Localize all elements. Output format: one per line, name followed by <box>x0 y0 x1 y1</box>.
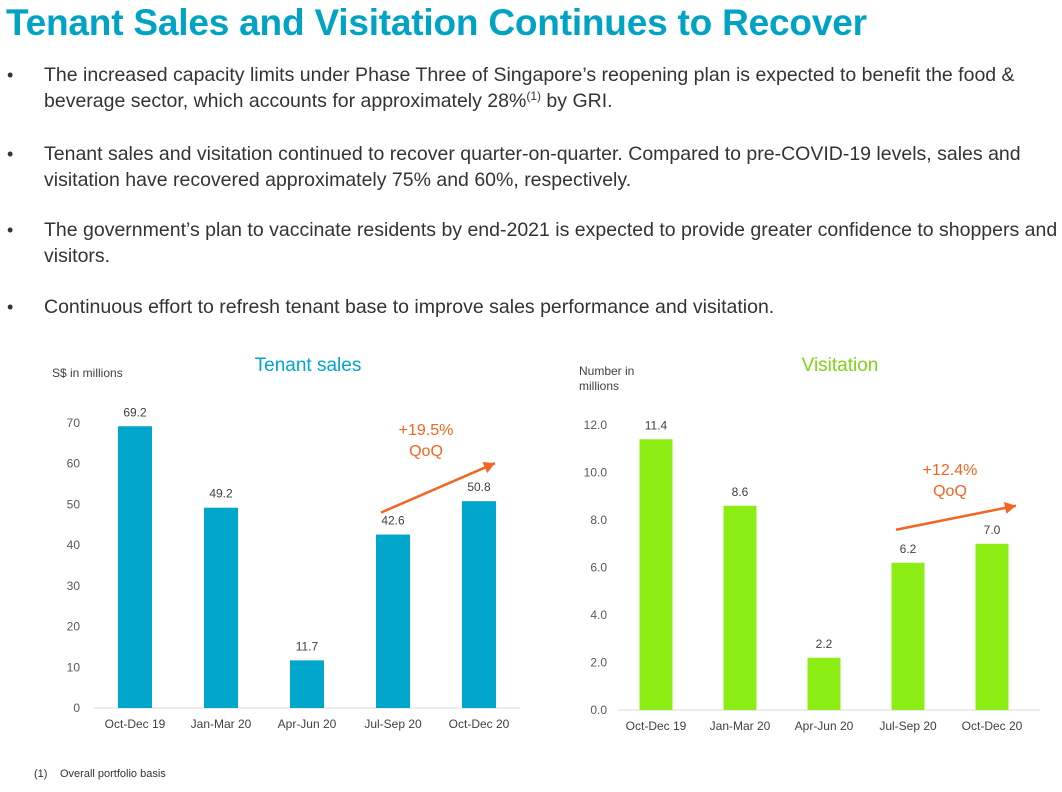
bar <box>376 534 410 708</box>
y-tick-label: 10 <box>67 660 81 674</box>
trend-arrow-line <box>380 462 496 514</box>
x-tick-label: Jan-Mar 20 <box>191 717 252 731</box>
data-label: 2.2 <box>816 637 833 651</box>
trend-arrow-icon <box>482 462 495 474</box>
data-label: 8.6 <box>732 485 749 499</box>
data-label: 50.8 <box>467 480 491 494</box>
bullet-text: Continuous effort to refresh tenant base… <box>44 296 775 318</box>
bar <box>723 505 757 710</box>
x-tick-label: Jan-Mar 20 <box>710 719 771 733</box>
data-label: 11.7 <box>296 639 319 653</box>
data-label: 42.6 <box>381 514 405 528</box>
x-tick-label: Apr-Jun 20 <box>795 719 854 733</box>
footnote-text: Overall portfolio basis <box>60 768 166 780</box>
y-tick-label: 0.0 <box>590 703 607 717</box>
data-label: 69.2 <box>123 405 147 419</box>
chart-title: Tenant sales <box>255 355 362 376</box>
visitation-chart: Visitation Number in millions 0.0 2.0 4.0 6.0 8… <box>579 355 1040 733</box>
bullet-tenant-base: • Continuous effort to refresh tenant ba… <box>7 294 1058 320</box>
x-tick-label: Jul-Sep 20 <box>879 719 937 733</box>
x-tick-label: Jul-Sep 20 <box>364 717 422 731</box>
y-axis-label: S$ in millions <box>52 366 123 380</box>
bullet-text-end: by GRI. <box>541 90 613 112</box>
bar <box>290 660 324 708</box>
trend-arrow-icon <box>1004 502 1016 514</box>
bullet-marker: • <box>7 144 14 164</box>
bullet-text: The government’s plan to vaccinate resid… <box>44 219 1058 267</box>
bullet-text: Tenant sales and visitation continued to… <box>44 143 1021 191</box>
x-tick-label: Oct-Dec 20 <box>449 717 510 731</box>
bullet-text: The increased capacity limits under Phas… <box>44 64 1015 112</box>
data-label: 49.2 <box>209 487 233 501</box>
bar <box>891 562 925 710</box>
bullet-marker: • <box>7 65 14 85</box>
y-tick-label: 40 <box>67 538 81 552</box>
y-tick-label: 70 <box>67 416 81 430</box>
trend-arrow-line <box>895 504 1017 531</box>
x-tick-label: Oct-Dec 20 <box>962 719 1023 733</box>
bar <box>807 657 841 710</box>
bar <box>975 543 1009 710</box>
bullet-recovery: • Tenant sales and visitation continued … <box>7 141 1058 193</box>
y-tick-label: 30 <box>67 579 81 593</box>
data-label: 6.2 <box>900 542 917 556</box>
page-title: Tenant Sales and Visitation Continues to… <box>6 2 867 43</box>
footnote: (1) Overall portfolio basis <box>34 768 166 780</box>
y-tick-label: 10.0 <box>584 466 608 480</box>
y-tick-label: 50 <box>67 497 81 511</box>
footnote-number: (1) <box>34 768 48 780</box>
chart-title: Visitation <box>802 355 879 376</box>
y-tick-label: 4.0 <box>590 608 607 622</box>
bullet-marker: • <box>7 220 14 240</box>
y-tick-label: 20 <box>67 620 81 634</box>
x-tick-label: Oct-Dec 19 <box>105 717 166 731</box>
y-tick-label: 0 <box>73 701 80 715</box>
y-tick-label: 2.0 <box>590 656 607 670</box>
x-tick-label: Oct-Dec 19 <box>626 719 687 733</box>
y-tick-label: 12.0 <box>584 418 608 432</box>
tenant-sales-chart: Tenant sales S$ in millions 0 10 20 30 40 50 60 7… <box>52 355 520 731</box>
bullet-marker: • <box>7 297 14 317</box>
x-tick-label: Apr-Jun 20 <box>278 717 337 731</box>
data-label: 11.4 <box>645 418 668 432</box>
growth-annotation-qoq: QoQ <box>409 443 443 460</box>
growth-annotation: +19.5% <box>399 422 454 439</box>
y-tick-label: 60 <box>67 457 81 471</box>
y-tick-label: 8.0 <box>590 513 607 527</box>
bar <box>204 507 238 708</box>
growth-annotation-qoq: QoQ <box>933 483 967 500</box>
y-tick-label: 6.0 <box>590 561 607 575</box>
data-label: 7.0 <box>984 523 1001 537</box>
bar <box>118 426 152 708</box>
bullet-vaccination: • The government’s plan to vaccinate res… <box>7 217 1058 269</box>
y-axis-label: Number in millions <box>579 364 634 393</box>
bullet-capacity-limits: • The increased capacity limits under Ph… <box>7 62 1058 114</box>
footnote-reference: (1) <box>526 89 542 103</box>
growth-annotation: +12.4% <box>923 462 978 479</box>
bar <box>639 439 673 710</box>
bar <box>462 501 496 708</box>
